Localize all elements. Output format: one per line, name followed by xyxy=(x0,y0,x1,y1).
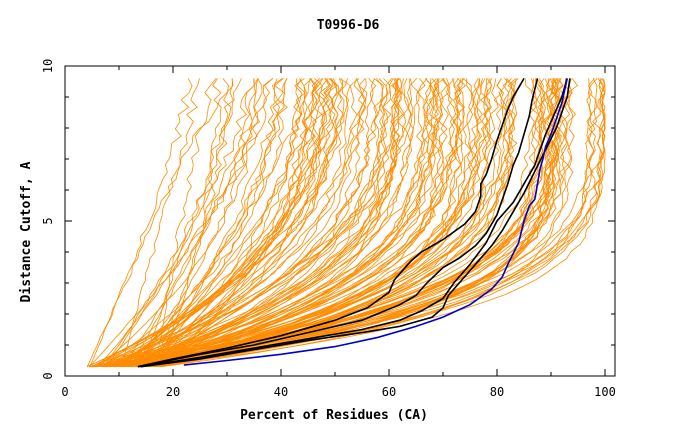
background-model-line xyxy=(121,78,200,367)
y-tick-label: 5 xyxy=(41,217,55,224)
background-model-line xyxy=(105,78,340,368)
background-model-line xyxy=(145,78,448,368)
x-tick-label: 80 xyxy=(490,385,504,399)
y-axis-label: Distance Cutoff, A xyxy=(19,161,34,302)
x-tick-label: 20 xyxy=(166,385,180,399)
chart-title: T0996-D6 xyxy=(317,18,380,33)
background-model-line xyxy=(102,78,457,368)
background-model-line xyxy=(97,78,255,367)
x-tick-label: 0 xyxy=(61,385,68,399)
background-model-line xyxy=(88,78,398,368)
background-model-line xyxy=(95,78,603,368)
background-model-line xyxy=(89,78,413,368)
background-model-line xyxy=(124,78,334,368)
background-model-line xyxy=(126,78,283,367)
highlight-series-line-4 xyxy=(140,78,571,368)
highlight-series-line-3 xyxy=(140,78,568,368)
x-axis-label: Percent of Residues (CA) xyxy=(240,408,428,423)
background-model-line xyxy=(89,78,234,367)
highlight-series-line-5 xyxy=(183,78,568,366)
background-model-line xyxy=(145,78,303,368)
background-model-line xyxy=(150,78,606,368)
background-model-line xyxy=(91,78,598,368)
background-model-line xyxy=(137,78,579,368)
background-model-line xyxy=(130,78,350,368)
background-model-line xyxy=(148,78,394,368)
background-model-line xyxy=(140,78,466,368)
background-model-line xyxy=(114,78,606,368)
x-tick-label: 40 xyxy=(274,385,288,399)
background-model-line xyxy=(109,78,443,368)
background-model-line xyxy=(89,78,274,367)
background-model-line xyxy=(106,78,255,367)
background-model-line xyxy=(101,78,598,368)
background-model-line xyxy=(157,78,222,367)
background-model-line xyxy=(107,78,545,368)
background-model-line xyxy=(152,78,606,368)
background-model-line xyxy=(144,78,606,368)
background-model-line xyxy=(91,78,337,368)
background-model-line xyxy=(161,78,571,368)
background-model-line xyxy=(100,78,432,368)
background-model-line xyxy=(122,78,426,368)
x-tick-label: 60 xyxy=(382,385,396,399)
background-model-line xyxy=(153,78,306,367)
background-model-line xyxy=(98,78,440,368)
highlighted-model-lines xyxy=(137,77,571,368)
background-model-line xyxy=(89,78,455,368)
x-tick-label: 100 xyxy=(594,385,616,399)
background-model-line xyxy=(135,78,506,368)
background-model-line xyxy=(100,78,288,368)
background-model-line xyxy=(110,78,519,368)
background-model-line xyxy=(86,78,193,367)
background-model-line xyxy=(121,78,367,368)
background-model-line xyxy=(100,78,400,368)
background-model-line xyxy=(104,78,482,368)
y-tick-label: 10 xyxy=(41,59,55,73)
background-model-line xyxy=(154,78,546,368)
background-model-line xyxy=(135,78,546,368)
background-model-line xyxy=(130,78,274,367)
background-model-line xyxy=(122,78,537,368)
background-model-line xyxy=(129,78,540,368)
background-model-line xyxy=(127,78,339,368)
background-model-line xyxy=(87,78,330,368)
highlight-series-line-2 xyxy=(137,78,539,368)
background-model-line xyxy=(96,78,404,368)
background-model-line xyxy=(116,78,323,368)
background-model-line xyxy=(141,78,515,368)
background-model-line xyxy=(98,78,263,368)
background-model-line xyxy=(113,78,418,368)
highlight-series-line-1 xyxy=(137,77,525,368)
background-model-line xyxy=(105,78,367,368)
background-model-line xyxy=(141,78,492,368)
background-model-line xyxy=(103,78,567,368)
y-tick-label: 0 xyxy=(41,372,55,379)
axis-ticks: 0 20 40 60 80 100 0 5 10 xyxy=(41,59,616,399)
background-model-line xyxy=(92,78,595,368)
background-model-line xyxy=(131,78,513,368)
background-model-line xyxy=(111,78,402,368)
background-model-line xyxy=(135,78,311,368)
background-model-line xyxy=(103,78,234,367)
background-model-line xyxy=(132,78,259,367)
